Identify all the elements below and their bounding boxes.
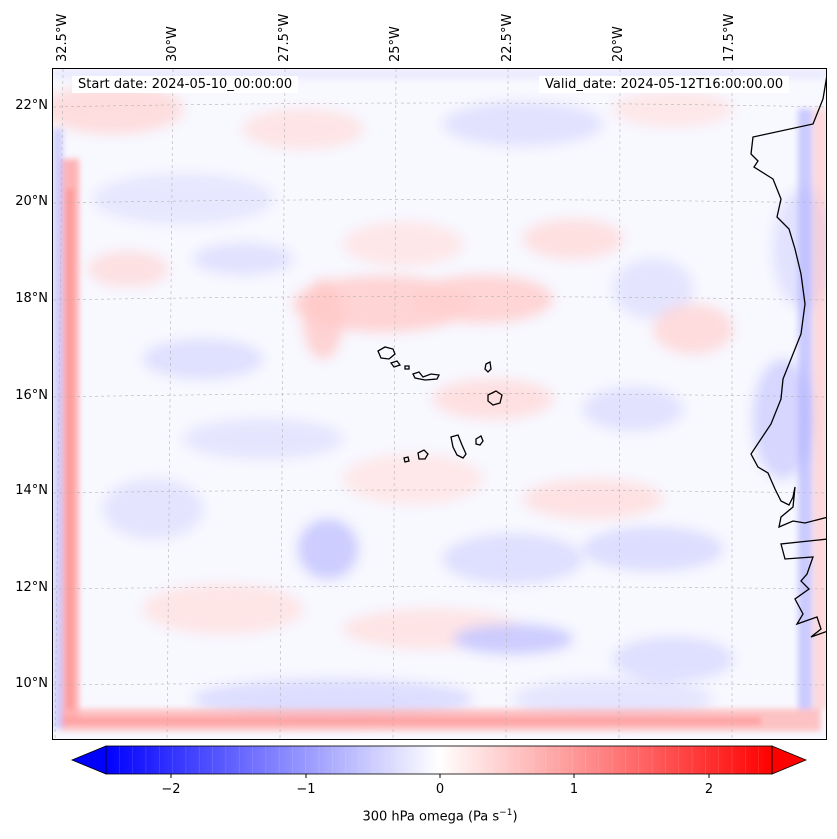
lat-label-16n: 16°N	[15, 388, 48, 403]
colorbar-tick-2: 2	[704, 782, 714, 797]
lat-label-22n: 22°N	[15, 98, 48, 113]
colorbar	[70, 745, 808, 778]
lat-label-10n: 10°N	[15, 676, 48, 691]
graticule	[53, 69, 826, 739]
boundary-artifacts	[53, 69, 826, 731]
lat-label-14n: 14°N	[15, 483, 48, 498]
cape-verde-islands	[377, 346, 503, 463]
valid-date-label: Valid_date: 2024-05-12T16:00:00.00	[539, 76, 790, 93]
colorbar-bands	[119, 746, 759, 774]
colorbar-left-extension	[70, 745, 107, 775]
island-sao-nicolau	[412, 371, 440, 381]
lat-label-20n: 20°N	[15, 194, 48, 209]
colorbar-tick-1: 1	[569, 782, 579, 797]
colorbar-gradient	[106, 746, 772, 774]
lon-label-20w: 20°W	[611, 26, 626, 62]
omega-field-map	[53, 69, 826, 739]
colorbar-tick-0: 0	[435, 782, 445, 797]
lat-label-18n: 18°N	[15, 291, 48, 306]
lon-label-30w: 30°W	[165, 26, 180, 62]
colorbar-ticks	[170, 774, 710, 778]
lon-label-25w: 25°W	[388, 26, 403, 62]
lon-label-22.5w: 22.5°W	[500, 13, 515, 62]
colorbar-tick-neg2: −2	[161, 782, 181, 797]
island-sao-vicente	[389, 360, 402, 368]
lon-label-32.5w: 32.5°W	[55, 13, 70, 62]
colorbar-tick-neg1: −1	[296, 782, 316, 797]
map-panel	[52, 68, 827, 740]
island-santo-antao	[377, 346, 396, 360]
omega-contours	[53, 84, 826, 719]
island-boa-vista	[487, 390, 503, 406]
start-date-label: Start date: 2024-05-10_00:00:00	[72, 76, 299, 93]
african-coastline	[750, 77, 826, 638]
lon-label-27.5w: 27.5°W	[277, 13, 292, 62]
colorbar-title: 300 hPa omega (Pa s−1)	[362, 808, 518, 825]
island-santiago	[450, 434, 467, 459]
colorbar-right-extension	[771, 745, 808, 775]
island-fogo	[417, 449, 429, 460]
island-maio	[475, 435, 484, 446]
colorbar-frame	[105, 745, 773, 775]
island-brava	[403, 456, 410, 463]
lon-label-17.5w: 17.5°W	[722, 13, 737, 62]
lat-label-12n: 12°N	[15, 580, 48, 595]
island-sal	[484, 361, 492, 373]
island-santa-luzia	[404, 365, 410, 370]
